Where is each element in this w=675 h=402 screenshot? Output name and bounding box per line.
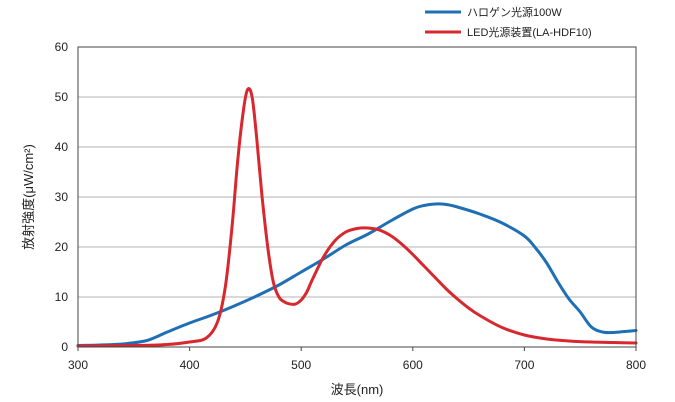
legend-label: ハロゲン光源100W (467, 5, 562, 19)
x-tick-label: 500 (291, 358, 311, 372)
x-tick-label: 300 (68, 358, 88, 372)
legend-label: LED光源装置(LA-HDF10) (467, 25, 592, 39)
y-axis-ticks: 0 10 20 30 40 50 60 (55, 40, 69, 354)
y-axis-title: 放射強度(μW/cm²) (21, 144, 36, 250)
y-tick-label: 60 (55, 40, 69, 54)
series-lines (76, 87, 638, 348)
x-tick-label: 800 (626, 358, 646, 372)
plot-frame (77, 46, 637, 348)
y-tick-label: 0 (61, 340, 68, 354)
x-tick-label: 400 (180, 358, 200, 372)
y-tick-label: 10 (55, 290, 69, 304)
y-tick-label: 30 (55, 190, 69, 204)
series-line-1 (76, 87, 638, 348)
y-tick-label: 20 (55, 240, 69, 254)
x-axis-title: 波長(nm) (331, 382, 384, 397)
legend: ハロゲン光源100W LED光源装置(LA-HDF10) (425, 5, 592, 39)
y-tick-label: 50 (55, 90, 69, 104)
x-axis-ticks: 300 400 500 600 700 800 (68, 347, 646, 372)
y-tick-label: 40 (55, 140, 69, 154)
x-tick-label: 600 (403, 358, 423, 372)
gridlines (78, 46, 636, 348)
series-line-0 (76, 202, 638, 347)
x-tick-label: 700 (514, 358, 534, 372)
